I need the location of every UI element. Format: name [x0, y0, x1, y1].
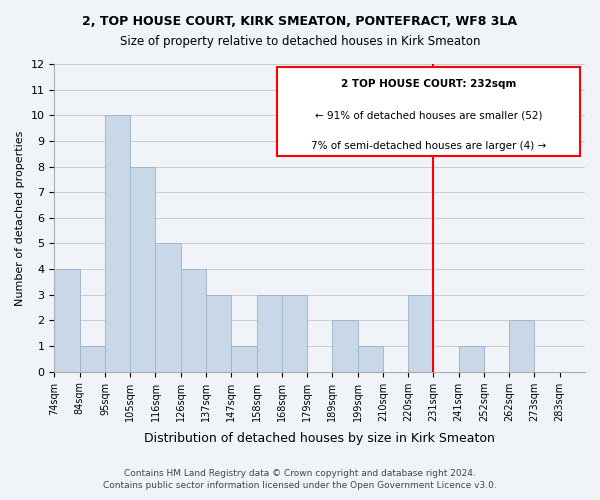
Bar [231, 346, 257, 372]
Y-axis label: Number of detached properties: Number of detached properties [15, 130, 25, 306]
Text: 2, TOP HOUSE COURT, KIRK SMEATON, PONTEFRACT, WF8 3LA: 2, TOP HOUSE COURT, KIRK SMEATON, PONTEF… [83, 15, 517, 28]
Bar [408, 295, 433, 372]
Text: Contains HM Land Registry data © Crown copyright and database right 2024.
Contai: Contains HM Land Registry data © Crown c… [103, 468, 497, 490]
Bar [282, 295, 307, 372]
Bar [257, 295, 282, 372]
Text: Size of property relative to detached houses in Kirk Smeaton: Size of property relative to detached ho… [120, 35, 480, 48]
Bar [509, 320, 535, 372]
Bar [105, 116, 130, 372]
Bar [206, 295, 231, 372]
Text: ← 91% of detached houses are smaller (52): ← 91% of detached houses are smaller (52… [315, 110, 542, 120]
Bar [332, 320, 358, 372]
FancyBboxPatch shape [277, 67, 580, 156]
Text: 2 TOP HOUSE COURT: 232sqm: 2 TOP HOUSE COURT: 232sqm [341, 80, 516, 90]
Bar [55, 269, 80, 372]
Bar [181, 269, 206, 372]
Bar [155, 244, 181, 372]
Bar [80, 346, 105, 372]
Bar [130, 166, 155, 372]
Text: 7% of semi-detached houses are larger (4) →: 7% of semi-detached houses are larger (4… [311, 141, 546, 151]
Bar [458, 346, 484, 372]
X-axis label: Distribution of detached houses by size in Kirk Smeaton: Distribution of detached houses by size … [144, 432, 495, 445]
Bar [358, 346, 383, 372]
